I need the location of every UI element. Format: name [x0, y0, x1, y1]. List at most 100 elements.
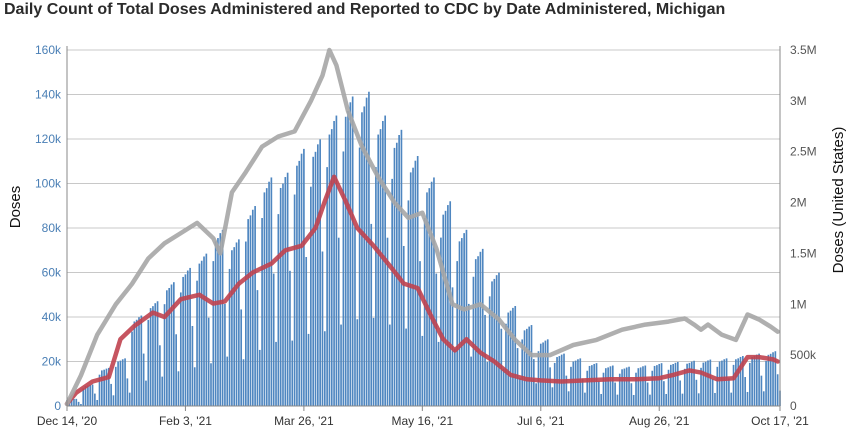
axes-layer: 0 20k 40k 60k 80k 100k 120k 140k 160k 0 500k 1M 1.5M…	[35, 43, 817, 428]
bar	[728, 378, 730, 406]
x-tick-label: Oct 17, '21	[751, 414, 809, 428]
bar	[530, 325, 533, 406]
bar	[333, 120, 335, 406]
bar	[356, 319, 359, 406]
bar	[94, 393, 96, 406]
bar	[193, 367, 196, 406]
bar	[186, 270, 189, 406]
bar	[210, 363, 212, 406]
bar	[700, 367, 702, 406]
x-tick-label: Mar 26, '21	[274, 414, 334, 428]
bar	[688, 362, 691, 406]
bar	[714, 392, 716, 406]
bar	[238, 239, 240, 406]
bar	[776, 374, 779, 406]
bar	[80, 404, 82, 406]
y-tick-label: 40k	[42, 310, 62, 324]
bar	[196, 280, 198, 406]
bar	[184, 274, 187, 406]
bar	[231, 250, 233, 406]
bar	[630, 383, 633, 406]
bar	[212, 261, 215, 406]
x-tick-label: May 16, '21	[392, 414, 454, 428]
y-tick-label: 60k	[42, 266, 62, 280]
bar	[628, 366, 630, 406]
bar	[205, 253, 208, 406]
bar	[284, 177, 287, 406]
bar	[523, 330, 526, 406]
bar	[191, 325, 194, 406]
bar	[337, 237, 340, 406]
bar	[375, 167, 377, 406]
bar	[598, 381, 600, 406]
bar	[154, 303, 157, 406]
bar	[179, 292, 182, 406]
bar	[409, 172, 412, 407]
bar	[488, 296, 491, 406]
bar	[762, 391, 765, 406]
bar	[156, 301, 159, 406]
bar	[221, 229, 224, 406]
bar	[147, 319, 150, 406]
bar	[70, 399, 73, 406]
bar	[121, 359, 124, 406]
y-tick-label: 80k	[42, 221, 62, 235]
bar	[423, 218, 426, 406]
bar	[521, 339, 524, 406]
bar	[667, 369, 670, 406]
michigan-average-line	[64, 174, 780, 407]
y2-tick-label: 500k	[790, 348, 817, 362]
bar	[672, 364, 674, 406]
bar	[739, 356, 742, 406]
bar	[632, 394, 635, 406]
bar	[625, 367, 628, 406]
bar	[644, 365, 647, 406]
bar	[600, 393, 602, 406]
bar	[103, 369, 105, 406]
bar	[519, 377, 521, 406]
bar	[744, 377, 746, 406]
bar	[159, 345, 161, 406]
bar	[242, 359, 245, 406]
bar	[275, 341, 277, 406]
bar	[152, 306, 154, 406]
bar	[772, 352, 774, 406]
bar	[200, 260, 203, 406]
bar	[114, 366, 117, 406]
bar	[737, 358, 740, 406]
bar	[679, 380, 681, 406]
bar	[382, 120, 384, 406]
bar	[344, 116, 347, 406]
bar	[235, 242, 238, 406]
bar	[73, 398, 75, 406]
bar	[746, 391, 749, 406]
bar	[611, 365, 614, 406]
bar	[138, 317, 140, 406]
bar	[349, 102, 352, 406]
bar	[370, 223, 373, 406]
y-tick-label: 100k	[35, 177, 62, 191]
bar	[163, 304, 166, 406]
bar	[456, 261, 459, 406]
bar	[526, 328, 528, 406]
bar	[342, 151, 345, 406]
bar	[377, 134, 380, 407]
bar	[670, 364, 672, 406]
bar	[444, 210, 447, 406]
bar	[228, 268, 231, 406]
bar	[379, 129, 382, 406]
bar	[586, 370, 589, 406]
bar	[372, 317, 375, 406]
bar	[442, 214, 445, 406]
lines-layer	[64, 47, 780, 407]
bar	[400, 129, 403, 406]
bar	[91, 384, 94, 406]
bar	[145, 380, 147, 406]
y2-tick-label: 2M	[790, 196, 807, 210]
bar	[316, 144, 319, 406]
bar	[126, 378, 129, 406]
bar	[639, 367, 642, 406]
bar	[651, 370, 654, 406]
bar	[312, 156, 315, 406]
